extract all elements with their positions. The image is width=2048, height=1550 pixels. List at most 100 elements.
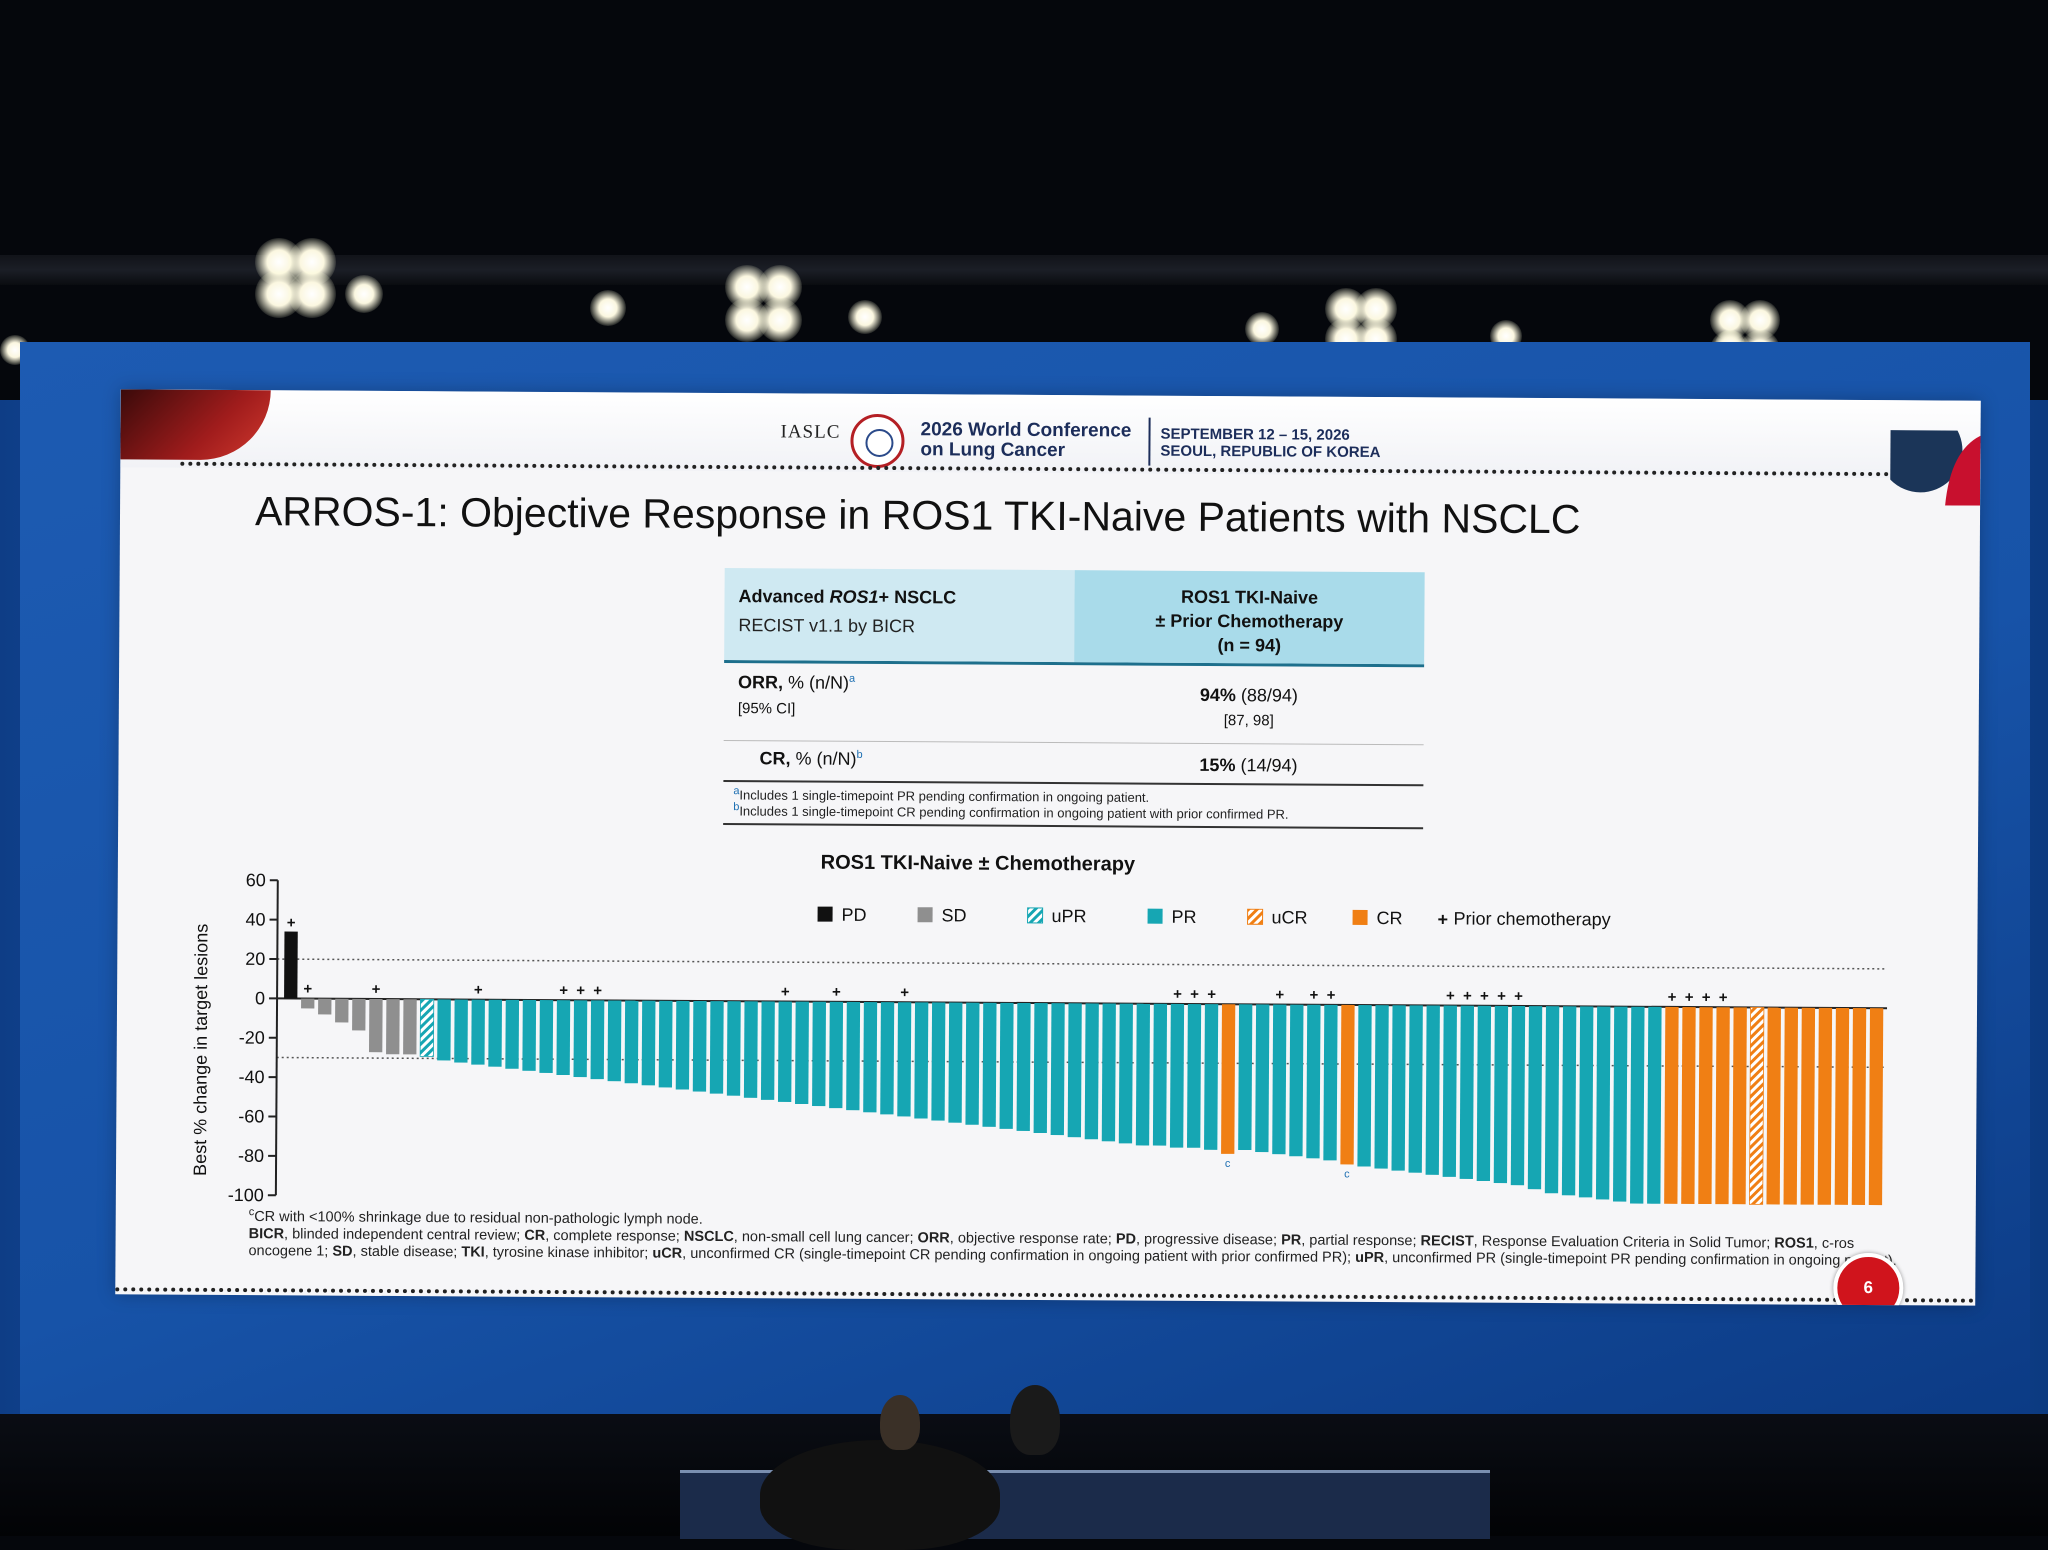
bar-pr bbox=[1477, 1006, 1491, 1181]
bar-cr bbox=[1715, 1007, 1730, 1204]
prior-chemo-marker: + bbox=[1275, 987, 1284, 1004]
abbrev-definition: , unconfirmed PR (single-timepoint PR pe… bbox=[1384, 1250, 1897, 1269]
prior-chemo-marker: + bbox=[1702, 989, 1711, 1006]
bar-cr bbox=[1221, 1004, 1235, 1154]
bar-pr bbox=[1545, 1006, 1559, 1193]
bar-pr bbox=[1562, 1006, 1576, 1195]
conference-location: SEOUL, REPUBLIC OF KOREA bbox=[1160, 443, 1420, 462]
prior-chemo-marker: + bbox=[1480, 988, 1489, 1005]
table-row-rule bbox=[724, 740, 1424, 745]
conference-date: SEPTEMBER 12 – 15, 2026 SEOUL, REPUBLIC … bbox=[1160, 426, 1420, 462]
abbrev-definition: , objective response rate; bbox=[950, 1230, 1116, 1247]
prior-chemo-marker: + bbox=[832, 984, 841, 1001]
bar-pr bbox=[1170, 1004, 1184, 1148]
bar-footnote-mark: c bbox=[1225, 1158, 1231, 1170]
prior-chemo-marker: + bbox=[1173, 986, 1182, 1003]
bar-pr bbox=[1528, 1006, 1542, 1189]
abbrev-term: CR bbox=[524, 1228, 545, 1244]
bar-pr bbox=[897, 1002, 911, 1116]
bar-pr bbox=[1102, 1003, 1116, 1141]
abbrev-term: NSCLC bbox=[684, 1229, 734, 1245]
orr-label: ORR, % (n/N)a bbox=[738, 672, 855, 694]
bar-pr bbox=[659, 1001, 673, 1088]
bar-pr bbox=[1017, 1003, 1031, 1131]
y-axis-label: Best % change in target lesions bbox=[190, 924, 212, 1176]
bar-sd bbox=[386, 999, 400, 1054]
legend-label: CR bbox=[1377, 908, 1403, 928]
bar-cr bbox=[1801, 1008, 1816, 1205]
prior-chemo-marker: + bbox=[900, 984, 909, 1001]
bar-cr bbox=[1681, 1007, 1696, 1204]
cr-label: CR, % (n/N)b bbox=[759, 748, 862, 770]
abbrev-term: SD bbox=[332, 1243, 352, 1259]
bar-pr bbox=[591, 1000, 605, 1079]
prior-chemo-marker: + bbox=[576, 982, 585, 999]
prior-chemo-marker: + bbox=[474, 982, 483, 999]
table-header-cohort: ROS1 TKI-Naive ± Prior Chemotherapy (n =… bbox=[1074, 584, 1424, 658]
bar-pr bbox=[1426, 1005, 1440, 1174]
prior-chemo-marker: + bbox=[1207, 986, 1216, 1003]
bar-cr bbox=[1835, 1008, 1850, 1205]
bar-pr bbox=[608, 1000, 622, 1081]
conference-name: 2026 World Conference on Lung Cancer bbox=[920, 420, 1150, 461]
bar-pr bbox=[846, 1002, 860, 1110]
bar-pr bbox=[1119, 1004, 1133, 1144]
bar-pr bbox=[727, 1001, 741, 1096]
bar-pr bbox=[1630, 1007, 1645, 1204]
bar-cr bbox=[1818, 1008, 1833, 1205]
bar-pr bbox=[556, 1000, 570, 1075]
bar-sd bbox=[318, 999, 331, 1015]
bar-cr bbox=[1732, 1007, 1747, 1204]
prior-chemo-marker: + bbox=[1463, 988, 1472, 1005]
bar-pr bbox=[488, 1000, 502, 1067]
stage-light bbox=[288, 270, 336, 318]
bar-sd bbox=[301, 999, 314, 1009]
prior-chemo-marker: + bbox=[287, 915, 296, 932]
legend-label: uPR bbox=[1052, 906, 1087, 926]
cr-value: 15% (14/94) bbox=[1073, 754, 1423, 777]
table-header-population: Advanced ROS1+ NSCLC bbox=[738, 586, 956, 608]
bar-pr bbox=[1136, 1004, 1150, 1146]
bar-sd bbox=[369, 999, 383, 1052]
bar-cr bbox=[1698, 1007, 1713, 1204]
bar-pr bbox=[863, 1002, 877, 1112]
legend-label: PD bbox=[842, 905, 867, 925]
bar-upr bbox=[420, 999, 434, 1056]
bar-pr bbox=[778, 1001, 792, 1101]
y-tick-label: -80 bbox=[238, 1146, 264, 1166]
prior-chemo-marker: + bbox=[1327, 987, 1336, 1004]
bar-pr bbox=[1494, 1006, 1508, 1183]
bar-cr bbox=[1664, 1007, 1679, 1204]
y-tick-label: 60 bbox=[246, 870, 266, 890]
stage-light bbox=[590, 290, 626, 326]
prior-chemo-marker: + bbox=[1497, 988, 1506, 1005]
abbrev-term: ORR bbox=[918, 1230, 950, 1246]
conference-name-line1: 2026 World Conference bbox=[920, 420, 1150, 441]
bar-pr bbox=[829, 1002, 843, 1108]
legend-label: PR bbox=[1172, 907, 1197, 927]
abbrev-term: PD bbox=[1116, 1231, 1136, 1247]
abbrev-term: TKI bbox=[461, 1244, 484, 1260]
bar-pr bbox=[1511, 1006, 1525, 1185]
bar-pr bbox=[539, 1000, 553, 1073]
prior-chemo-marker: + bbox=[559, 982, 568, 999]
y-tick-label: 40 bbox=[245, 909, 265, 929]
orr-value: 94% (88/94) bbox=[1074, 684, 1424, 707]
bar-pr bbox=[1204, 1004, 1218, 1150]
bar-footnote-mark: c bbox=[1344, 1168, 1350, 1180]
bar-pr bbox=[1443, 1006, 1457, 1177]
waterfall-bars bbox=[283, 932, 1884, 1206]
legend-swatch-pr bbox=[1148, 909, 1163, 924]
prior-chemo-marker: + bbox=[1446, 988, 1455, 1005]
bar-pr bbox=[642, 1001, 656, 1086]
bar-pr bbox=[1255, 1004, 1269, 1152]
prior-chemo-marker: + bbox=[1310, 987, 1319, 1004]
bar-pr bbox=[948, 1003, 962, 1123]
reference-line bbox=[277, 959, 1887, 969]
abbrev-term: uPR bbox=[1355, 1250, 1384, 1266]
prior-chemo-marker: + bbox=[303, 981, 312, 998]
audience-head bbox=[880, 1395, 920, 1450]
legend-swatch-cr bbox=[1353, 910, 1368, 925]
abbrev-term: BICR bbox=[249, 1226, 285, 1242]
